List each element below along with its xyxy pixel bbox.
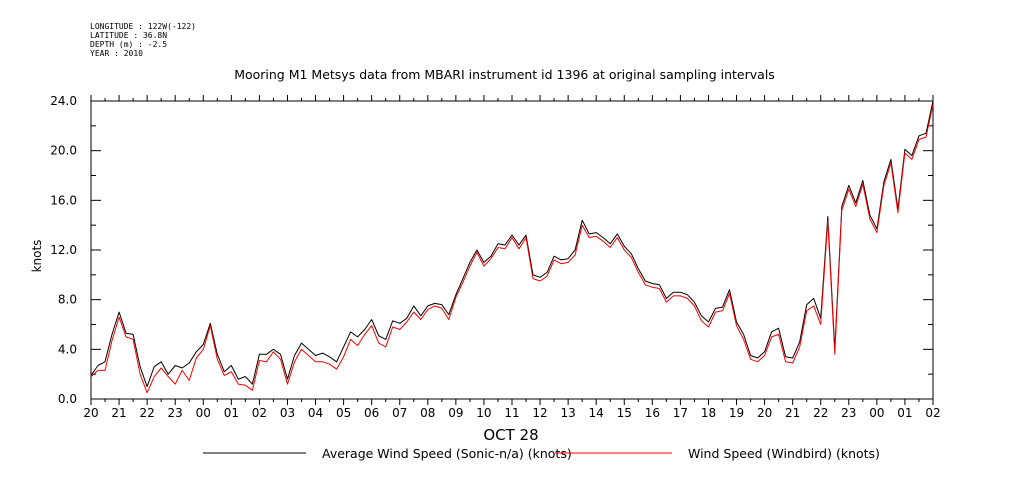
legend: Average Wind Speed (Sonic-n/a) (knots) Wi… (203, 446, 880, 461)
y-tick-label: 0.0 (58, 392, 77, 406)
x-tick-label: 08 (420, 406, 435, 420)
x-tick-label: 10 (476, 406, 491, 420)
x-tick-label: 22 (813, 406, 828, 420)
x-tick-label: 20 (757, 406, 772, 420)
x-tick-label: 14 (589, 406, 604, 420)
metadata-latitude: LATITUDE : 36.8N (90, 31, 168, 40)
y-tick-label: 20.0 (50, 144, 77, 158)
chart-title: Mooring M1 Metsys data from MBARI instru… (234, 67, 775, 82)
x-tick-label: 07 (392, 406, 407, 420)
x-tick-label: 00 (869, 406, 884, 420)
x-tick-label: 22 (139, 406, 154, 420)
x-tick-label: 23 (168, 406, 183, 420)
y-tick-label: 16.0 (50, 193, 77, 207)
x-tick-label: 13 (560, 406, 575, 420)
x-tick-label: 12 (532, 406, 547, 420)
x-tick-label: 04 (308, 406, 323, 420)
x-tick-label: 19 (729, 406, 744, 420)
x-tick-label: 01 (224, 406, 239, 420)
x-tick-label: 20 (83, 406, 98, 420)
series-line-2 (90, 104, 934, 394)
y-tick-label: 24.0 (50, 94, 77, 108)
legend-label-1: Average Wind Speed (Sonic-n/a) (knots) (322, 446, 572, 461)
metadata-year: YEAR : 2010 (90, 49, 143, 58)
x-tick-label: 21 (111, 406, 126, 420)
x-tick-label: 16 (645, 406, 660, 420)
legend-label-2: Wind Speed (Windbird) (knots) (688, 446, 880, 461)
x-tick-label: 11 (504, 406, 519, 420)
x-axis-label: OCT 28 (483, 426, 538, 444)
x-tick-label: 00 (196, 406, 211, 420)
y-tick-label: 12.0 (50, 243, 77, 257)
metadata-block: LONGITUDE : 122W(-122) LATITUDE : 36.8N … (90, 22, 196, 58)
x-tick-label: 23 (841, 406, 856, 420)
x-tick-label: 09 (448, 406, 463, 420)
x-tick-label: 02 (252, 406, 267, 420)
x-tick-label: 05 (336, 406, 351, 420)
series-layer (90, 100, 934, 394)
x-tick-label: 06 (364, 406, 379, 420)
y-axis-label: knots (30, 240, 44, 273)
metadata-longitude: LONGITUDE : 122W(-122) (90, 22, 196, 31)
metadata-depth: DEPTH (m) : -2.5 (90, 40, 168, 49)
series-line-1 (90, 100, 934, 388)
x-tick-label: 15 (617, 406, 632, 420)
y-tick-label: 8.0 (58, 293, 77, 307)
x-tick-label: 17 (673, 406, 688, 420)
x-tick-label: 18 (701, 406, 716, 420)
x-tick-label: 02 (925, 406, 940, 420)
x-tick-label: 03 (280, 406, 295, 420)
y-tick-label: 4.0 (58, 342, 77, 356)
tick-marks: 20 21 22 23 00 01 02 03 04 05 06 07 08 09 10 11 12 13 14 15… (50, 94, 940, 420)
x-tick-label: 21 (785, 406, 800, 420)
x-tick-label: 01 (897, 406, 912, 420)
